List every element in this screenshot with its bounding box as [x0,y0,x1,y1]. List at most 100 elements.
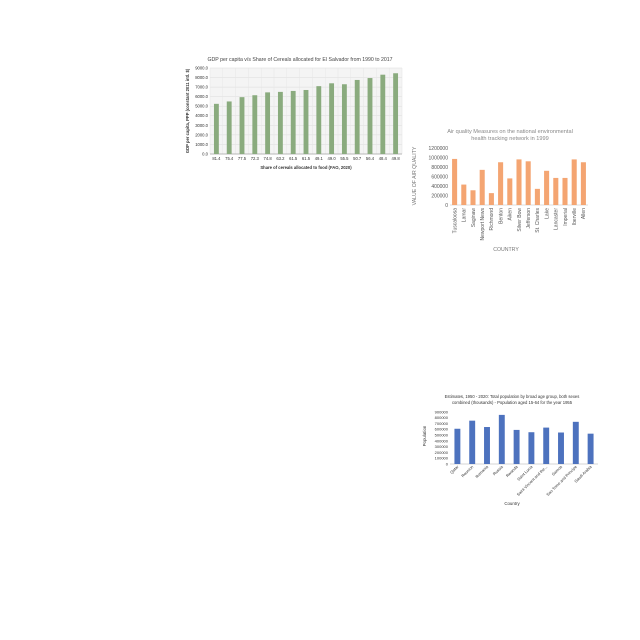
bar [558,432,564,464]
y-tick-label: 300000 [435,444,449,449]
y-axis-label: VALUE OF AIR QUALITY [412,146,418,205]
chart-gdp-vs-cereals: GDP per capita v/s Share of Cereals allo… [185,57,403,170]
y-tick-label: 4000.0 [195,113,208,118]
chart-title: combined (thousands) - Population aged 1… [452,400,573,405]
x-tick-label: 61.5 [289,156,298,161]
y-tick-label: 0.0 [202,151,208,156]
bar [341,84,347,154]
y-axis-label: Population [422,425,427,446]
bar [528,432,535,464]
x-tick-label: Saginaw [471,208,477,228]
y-tick-label: 1000.0 [195,142,208,147]
y-tick-label: 7000.0 [195,85,208,90]
y-tick-label: 100000 [435,456,449,461]
bar [452,158,458,205]
x-tick-label: 48.4 [379,156,388,161]
x-axis-label: Country [504,501,520,506]
y-tick-label: 400000 [431,184,448,190]
x-tick-label: 49.8 [392,156,401,161]
y-tick-label: 600000 [431,174,448,180]
x-tick-label: Richmond [489,208,495,231]
bar [498,162,504,205]
x-tick-label: Russia [492,464,505,477]
x-tick-label: Lancaster [554,208,560,230]
bar [303,89,309,154]
x-tick-label: Samoa [551,464,564,477]
y-tick-label: 800000 [435,415,449,420]
x-tick-label: 63.2 [276,156,285,161]
x-tick-label: St. Charles [535,208,541,233]
x-tick-label: Jefferson [526,208,532,229]
bar [543,427,550,464]
y-tick-label: 2000.0 [195,132,208,137]
x-tick-label: 56.4 [366,156,375,161]
y-tick-label: 1200000 [429,146,449,152]
y-tick-label: 6000.0 [195,94,208,99]
x-tick-label: 72.3 [251,156,260,161]
bar [562,177,568,205]
y-tick-label: 8000.0 [195,75,208,80]
x-tick-label: Newport News [480,208,486,241]
bar [461,184,467,205]
x-tick-label: Qatar [449,464,460,475]
bar [469,420,476,464]
bar [470,190,476,205]
bar [290,90,296,154]
y-tick-label: 900000 [435,409,449,414]
bar [513,429,520,464]
bar [484,427,490,464]
y-tick-label: 400000 [435,438,449,443]
chart-title: Air quality Measures on the national env… [447,129,573,135]
x-tick-label: 49.1 [315,156,324,161]
bar [213,103,219,154]
bar [571,159,577,205]
bar [553,177,559,205]
bar [252,95,258,154]
bar [479,169,485,205]
y-tick-label: 5000.0 [195,104,208,109]
bar [580,162,586,205]
bar [544,170,550,205]
x-tick-label: 75.4 [225,156,234,161]
x-tick-label: 74.8 [264,156,273,161]
x-tick-label: 77.5 [238,156,247,161]
x-tick-label: 55.5 [340,156,349,161]
bar [534,188,540,205]
y-tick-label: 200000 [431,193,448,199]
x-tick-label: 61.5 [302,156,311,161]
chart-population: Estimates, 1950 - 2020: Total population… [422,394,598,506]
bar [507,178,513,205]
chart-title: GDP per capita v/s Share of Cereals allo… [207,57,392,63]
bar [316,86,322,154]
bar [265,92,271,154]
x-tick-label: Lake [544,208,550,219]
x-tick-label: Silver Bow [517,208,523,232]
bar [393,73,399,154]
bar [354,79,360,154]
x-tick-label: Benton [498,208,504,224]
x-tick-label: Lamar [462,208,468,223]
y-tick-label: 600000 [435,427,449,432]
bar [380,74,386,154]
y-tick-label: 0 [446,461,449,466]
bar [572,421,579,464]
chart-air-quality: Air quality Measures on the national env… [412,129,588,253]
x-axis-label: Share of cereals allocated to food (FAO,… [260,165,352,170]
x-axis-label: COUNTRY [493,247,519,253]
x-tick-label: Tuscaloosa [452,208,458,234]
bar [367,78,373,154]
bar [525,161,531,205]
y-axis-label: GDP per capita, PPP (constant 2011 intl.… [185,68,190,153]
bar [587,433,594,464]
y-tick-label: 800000 [431,165,448,171]
bar [488,193,494,205]
x-tick-label: Iberville [572,208,578,225]
x-tick-label: Imperial [563,208,569,226]
x-tick-label: Allen [581,208,587,219]
x-tick-label: 50.7 [353,156,362,161]
x-tick-label: 49.0 [328,156,337,161]
y-tick-label: 200000 [435,450,449,455]
y-tick-label: 0 [445,203,448,209]
y-tick-label: 500000 [435,433,449,438]
x-tick-label: Aiken [508,208,514,221]
